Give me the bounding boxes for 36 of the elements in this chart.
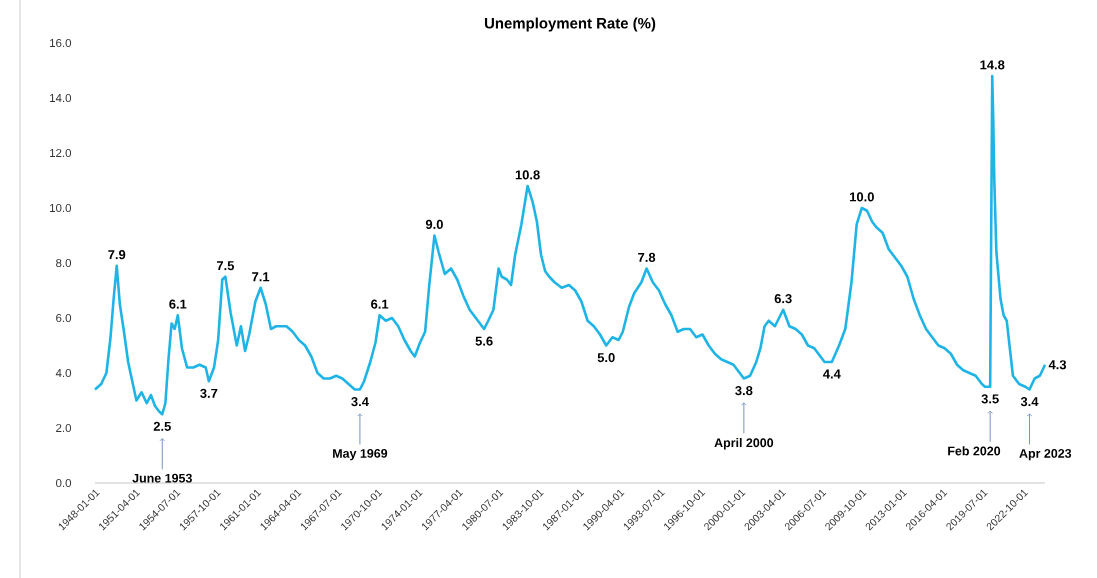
annotation: 6.1 bbox=[371, 299, 389, 309]
y-tick-label: 12.0 bbox=[50, 148, 72, 158]
annotation: 14.8 bbox=[980, 60, 1005, 70]
y-tick-label: 0.0 bbox=[56, 478, 72, 488]
annotation: 6.3 bbox=[774, 294, 792, 304]
annotation: 9.0 bbox=[425, 219, 443, 229]
annotation: Apr 2023 bbox=[1019, 449, 1072, 461]
y-tick-label: 4.0 bbox=[55, 368, 72, 378]
annotation: May 1969 bbox=[333, 449, 388, 461]
annotation: 4.3 bbox=[1048, 360, 1067, 370]
annotation: 10.0 bbox=[850, 192, 874, 202]
annotation: 6.1 bbox=[169, 299, 187, 309]
annotation: 7.5 bbox=[216, 261, 235, 271]
annotation: April 2000 bbox=[714, 438, 774, 450]
y-tick-label: 14.0 bbox=[50, 93, 72, 103]
annotation: 10.8 bbox=[515, 170, 540, 180]
annotation: 7.9 bbox=[108, 250, 126, 260]
annotation: 3.5 bbox=[981, 394, 999, 404]
annotation: June 1953 bbox=[132, 473, 192, 483]
annotation: 4.4 bbox=[823, 369, 841, 379]
y-tick-label: 8.0 bbox=[56, 258, 72, 268]
annotation: 3.8 bbox=[735, 386, 753, 396]
annotation: 3.4 bbox=[1020, 397, 1039, 407]
y-tick-label: 10.0 bbox=[50, 203, 72, 213]
annotation: 7.1 bbox=[252, 272, 270, 282]
y-tick-label: 16.0 bbox=[50, 38, 72, 48]
y-tick-label: 6.0 bbox=[56, 313, 72, 323]
annotation: Feb 2020 bbox=[948, 446, 1001, 456]
y-tick-label: 2.0 bbox=[56, 423, 72, 433]
chart-title: Unemployment Rate (%) bbox=[484, 17, 656, 32]
annotation: 5.6 bbox=[475, 336, 493, 346]
annotation: 7.8 bbox=[638, 252, 656, 262]
annotation: 3.7 bbox=[200, 388, 218, 398]
annotation: 3.4 bbox=[351, 397, 369, 407]
annotation: 5.0 bbox=[597, 353, 615, 363]
annotation: 2.5 bbox=[153, 421, 171, 431]
